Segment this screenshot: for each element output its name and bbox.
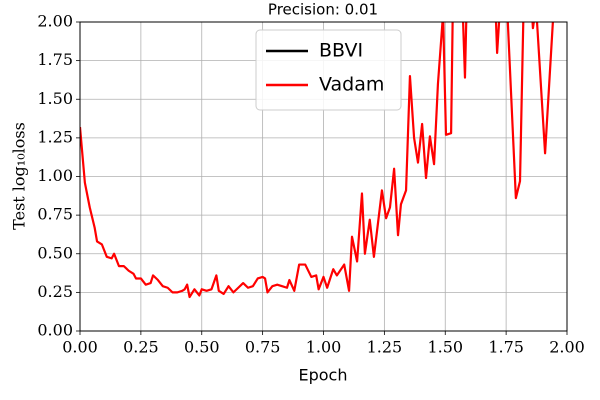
x-tick-label: 0.50: [184, 338, 220, 357]
y-tick-label: 1.75: [37, 50, 73, 69]
chart-title: Precision: 0.01: [268, 1, 378, 19]
x-tick-label: 2.00: [549, 338, 585, 357]
legend: BBVI Vadam: [255, 29, 402, 111]
plot-frame: [79, 21, 568, 332]
y-tick-label: 0.75: [37, 205, 73, 224]
legend-label: Vadam: [319, 74, 384, 96]
x-tick-label: 0.00: [62, 338, 98, 357]
x-tick-label: 1.50: [427, 338, 463, 357]
y-tick-label: 1.25: [37, 127, 73, 146]
y-tick-label: 0.25: [37, 282, 73, 301]
y-tick-label: 0.00: [37, 321, 73, 340]
x-tick-label: 0.75: [245, 338, 281, 357]
y-tick-label: 2.00: [37, 12, 73, 31]
x-tick-label: 1.25: [367, 338, 403, 357]
series-line: [80, 22, 554, 299]
y-tick-label: 1.00: [37, 166, 73, 185]
y-tick-label: 1.50: [37, 89, 73, 108]
y-tick-label: 0.50: [37, 243, 73, 262]
x-tick-label: 1.00: [306, 338, 342, 357]
x-tick-label: 1.75: [488, 338, 524, 357]
plot-lines: [80, 22, 554, 299]
legend-label: BBVI: [319, 40, 363, 62]
x-axis-label: Epoch: [299, 366, 348, 385]
x-tick-label: 0.25: [123, 338, 159, 357]
y-axis-label: Test log₁₀loss: [10, 122, 29, 230]
